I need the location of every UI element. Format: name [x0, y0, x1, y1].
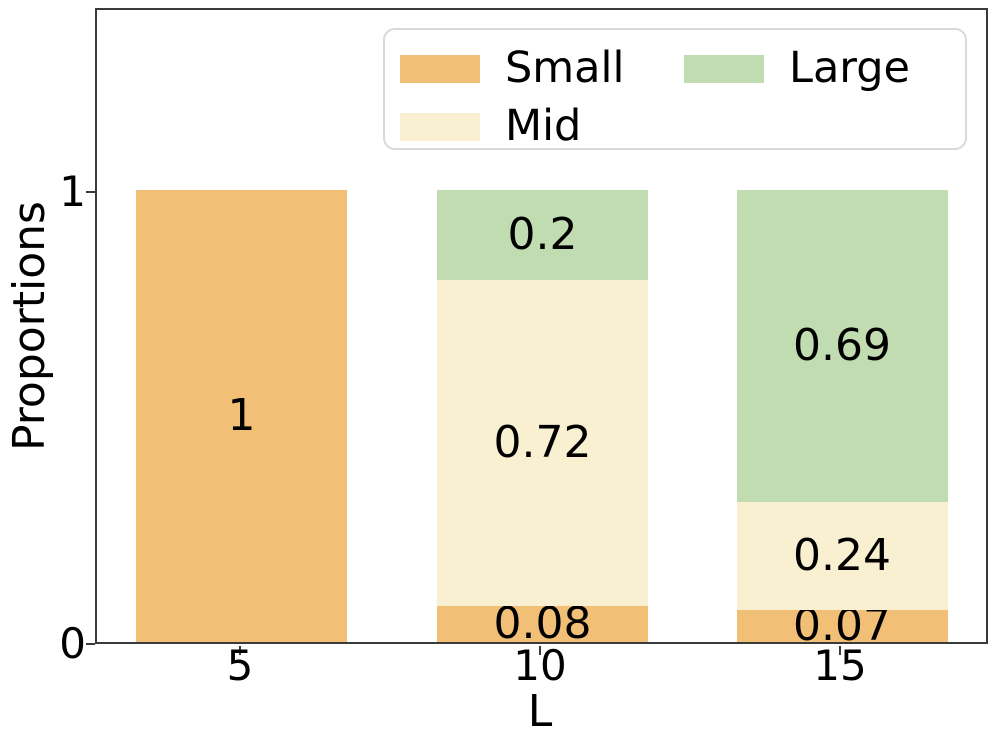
y-tick-mark [86, 643, 95, 645]
plot-area: 1 0.08 0.72 0.2 0.07 0.24 0.69 Small Mid Large [95, 8, 988, 648]
legend-item-large: Large [684, 47, 910, 90]
x-tick-label-15: 15 [813, 641, 867, 690]
legend-item-small: Small [400, 47, 624, 90]
bar-value-label-small-5: 1 [227, 390, 256, 441]
legend: Small Mid Large [383, 28, 967, 150]
y-tick-mark [86, 191, 95, 193]
bar-value-label-small-15: 0.07 [793, 600, 891, 652]
legend-item-mid: Mid [400, 105, 581, 148]
legend-label-large: Large [789, 43, 910, 93]
bar-value-label-mid-15: 0.24 [793, 530, 891, 582]
legend-label-small: Small [505, 43, 625, 93]
legend-swatch-small [400, 54, 480, 83]
legend-swatch-mid [400, 112, 480, 141]
bar-value-label-small-10: 0.08 [493, 597, 592, 649]
bar-segment-mid-10 [437, 280, 648, 606]
bar-segment-small-15 [736, 610, 948, 642]
legend-label-mid: Mid [505, 101, 582, 151]
legend-swatch-large [684, 54, 764, 83]
y-tick-label-0: 0 [59, 619, 86, 668]
bar-segment-small-5 [136, 190, 347, 642]
x-axis-title: L [527, 686, 553, 737]
x-tick-mark [839, 646, 841, 655]
bar-value-label-large-15: 0.69 [793, 319, 891, 371]
bar-segment-small-10 [437, 605, 648, 642]
bar-value-label-large-10: 0.2 [507, 209, 578, 261]
bar-value-label-mid-10: 0.72 [493, 417, 592, 469]
x-tick-label-5: 5 [226, 641, 254, 690]
y-axis-title: Proportions [4, 201, 55, 451]
x-tick-mark [239, 646, 241, 655]
x-tick-mark [539, 646, 541, 655]
bar-segment-large-15 [736, 190, 948, 502]
bar-segment-mid-15 [736, 501, 948, 611]
x-tick-label-10: 10 [513, 641, 567, 690]
bar-segment-large-10 [437, 190, 648, 281]
bars-container: 1 0.08 0.72 0.2 0.07 0.24 0.69 [97, 10, 986, 648]
y-tick-label-1: 1 [59, 167, 86, 216]
